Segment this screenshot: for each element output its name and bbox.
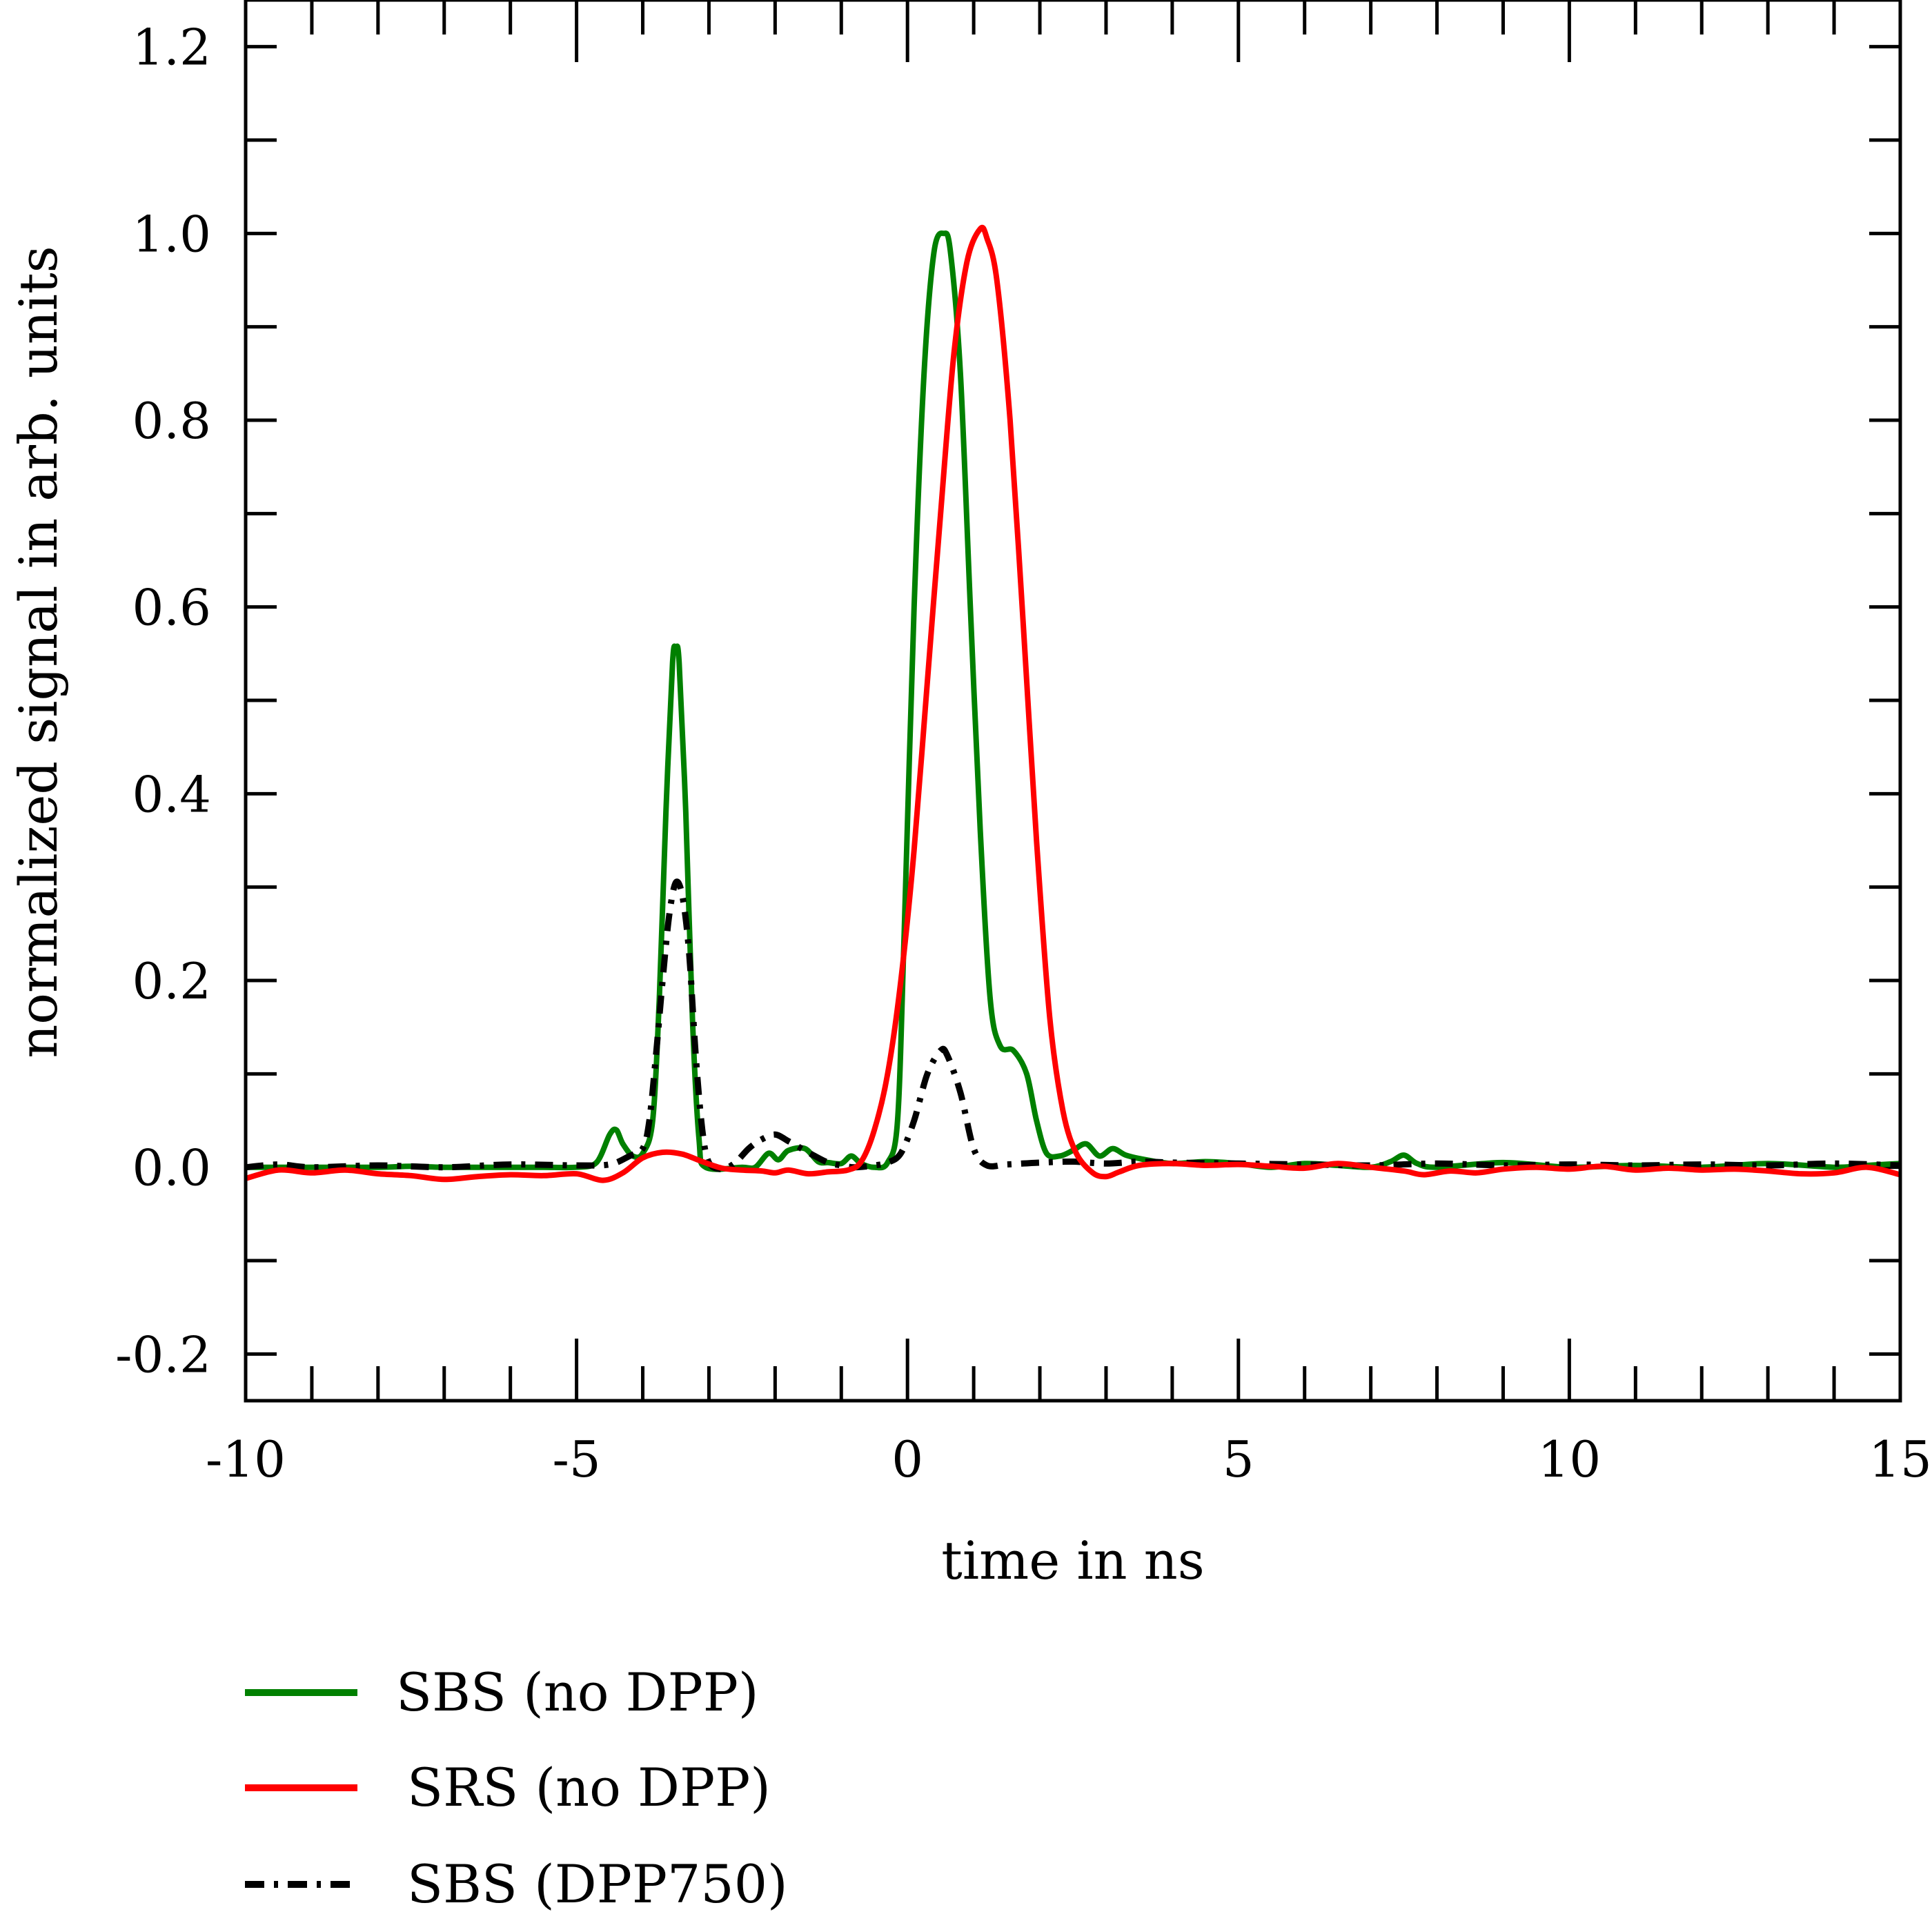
y-tick-labels: -0.2 0.0 0.2 0.4 0.6 0.8 1.0 1.2 — [115, 19, 211, 1384]
legend-label: SBS (DPP750) — [407, 1853, 788, 1915]
y-tick-label: 0.8 — [132, 392, 211, 450]
x-tick-label: 15 — [1869, 1430, 1932, 1488]
x-tick-label: 5 — [1223, 1430, 1254, 1488]
x-tick-label: -5 — [553, 1430, 601, 1488]
series-line-sbs-no-dpp — [246, 230, 1901, 1172]
legend: SBS (no DPP) SRS (no DPP) SBS (DPP750) — [245, 1662, 788, 1915]
y-axis-label: normalized signal in arb. units — [8, 246, 69, 1058]
x-axis-label: time in ns — [941, 1530, 1204, 1591]
x-tick-label: 0 — [891, 1430, 923, 1488]
x-tick-label: 10 — [1538, 1430, 1601, 1488]
legend-label: SBS (no DPP) — [396, 1662, 759, 1723]
plot-frame — [244, 0, 1902, 1403]
y-tick-label: 0.2 — [132, 952, 211, 1010]
y-tick-label: 0.6 — [132, 579, 211, 637]
y-tick-label: 0.4 — [132, 765, 211, 823]
x-tick-label: -10 — [206, 1430, 286, 1488]
y-tick-label: 0.0 — [132, 1139, 211, 1197]
plot-series — [244, 224, 1901, 1183]
y-tick-label: 1.0 — [132, 205, 211, 263]
series-line-srs-no-dpp — [244, 224, 1901, 1183]
legend-label: SRS (no DPP) — [407, 1757, 771, 1818]
y-tick-label: -0.2 — [115, 1325, 211, 1383]
y-tick-label: 1.2 — [132, 19, 211, 77]
x-tick-labels: -10 -5 0 5 10 15 — [206, 1430, 1932, 1488]
